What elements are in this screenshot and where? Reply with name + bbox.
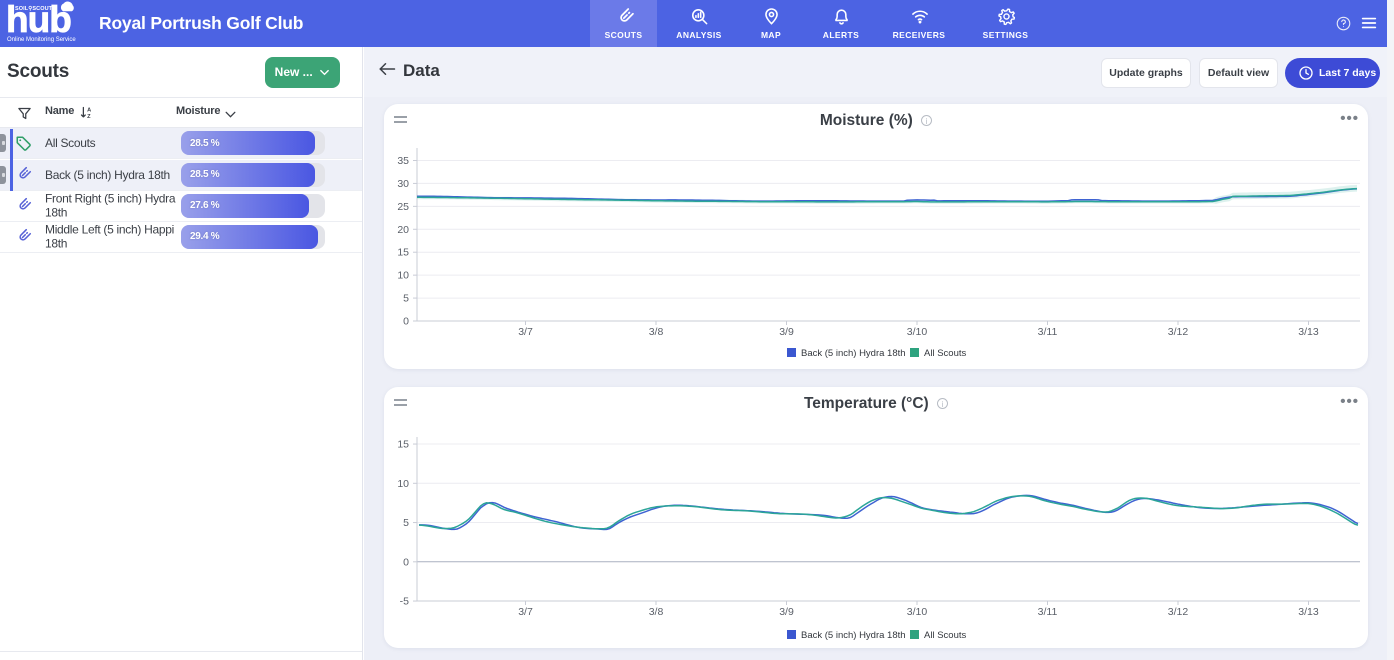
svg-text:10: 10 [397, 478, 409, 490]
svg-text:3/13: 3/13 [1298, 326, 1319, 338]
svg-text:3/9: 3/9 [779, 326, 794, 338]
svg-text:3/12: 3/12 [1168, 326, 1189, 338]
svg-text:3/8: 3/8 [649, 606, 664, 618]
svg-text:3/11: 3/11 [1038, 606, 1058, 618]
svg-text:3/13: 3/13 [1298, 606, 1319, 618]
svg-text:All Scouts: All Scouts [924, 348, 966, 359]
svg-text:15: 15 [397, 439, 409, 451]
svg-text:35: 35 [397, 155, 409, 167]
svg-text:3/10: 3/10 [907, 606, 928, 618]
svg-text:3/9: 3/9 [779, 606, 794, 618]
svg-text:3/12: 3/12 [1168, 606, 1189, 618]
svg-text:All Scouts: All Scouts [924, 630, 966, 641]
svg-text:A: A [87, 107, 91, 113]
svg-text:3/10: 3/10 [907, 326, 928, 338]
svg-text:0: 0 [403, 556, 409, 568]
svg-text:3/7: 3/7 [518, 326, 533, 338]
svg-text:5: 5 [403, 517, 409, 529]
svg-text:-5: -5 [400, 596, 409, 608]
svg-text:3/11: 3/11 [1038, 326, 1058, 338]
svg-text:3/8: 3/8 [649, 326, 664, 338]
svg-text:20: 20 [397, 224, 409, 236]
svg-text:Back (5 inch) Hydra 18th: Back (5 inch) Hydra 18th [801, 630, 906, 641]
svg-text:Back (5 inch) Hydra 18th: Back (5 inch) Hydra 18th [801, 348, 906, 359]
svg-text:25: 25 [397, 201, 409, 213]
svg-text:3/7: 3/7 [518, 606, 533, 618]
svg-text:0: 0 [403, 316, 409, 328]
svg-text:30: 30 [397, 178, 409, 190]
svg-text:Z: Z [87, 114, 91, 120]
svg-text:15: 15 [397, 247, 409, 259]
svg-text:10: 10 [397, 270, 409, 282]
svg-text:5: 5 [403, 293, 409, 305]
